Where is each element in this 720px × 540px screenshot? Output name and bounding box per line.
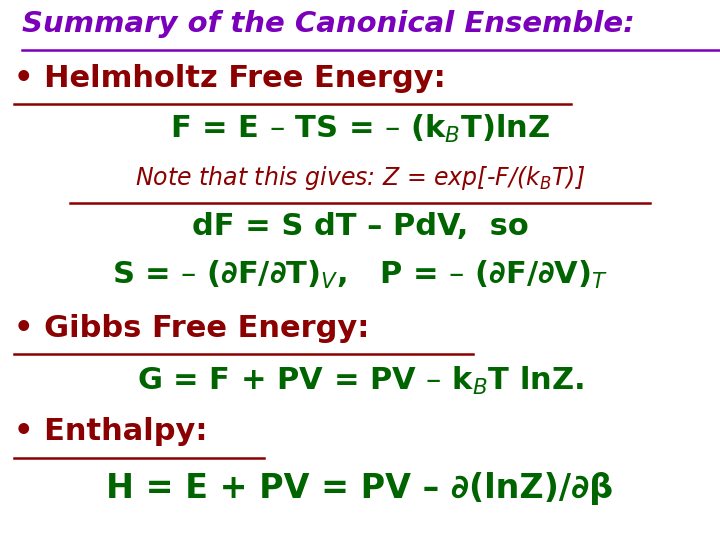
Text: H = E + PV = PV – ∂(lnZ)/∂β: H = E + PV = PV – ∂(lnZ)/∂β: [107, 472, 613, 505]
Text: G = F + PV = PV – k$_B$T lnZ.: G = F + PV = PV – k$_B$T lnZ.: [137, 364, 583, 397]
Text: • Enthalpy:: • Enthalpy:: [14, 417, 208, 447]
Text: dF = S dT – PdV,  so: dF = S dT – PdV, so: [192, 212, 528, 241]
Text: Summary of the Canonical Ensemble:: Summary of the Canonical Ensemble:: [22, 10, 634, 38]
Text: • Gibbs Free Energy:: • Gibbs Free Energy:: [14, 314, 370, 343]
Text: F = E – TS = – (k$_B$T)lnZ: F = E – TS = – (k$_B$T)lnZ: [170, 112, 550, 145]
Text: • Helmholtz Free Energy:: • Helmholtz Free Energy:: [14, 64, 446, 93]
Text: Note that this gives: Z = exp[-F/(k$_B$T)]: Note that this gives: Z = exp[-F/(k$_B$T…: [135, 164, 585, 192]
Text: S = – (∂F/∂T)$_V$,   P = – (∂F/∂V)$_T$: S = – (∂F/∂T)$_V$, P = – (∂F/∂V)$_T$: [112, 259, 608, 292]
